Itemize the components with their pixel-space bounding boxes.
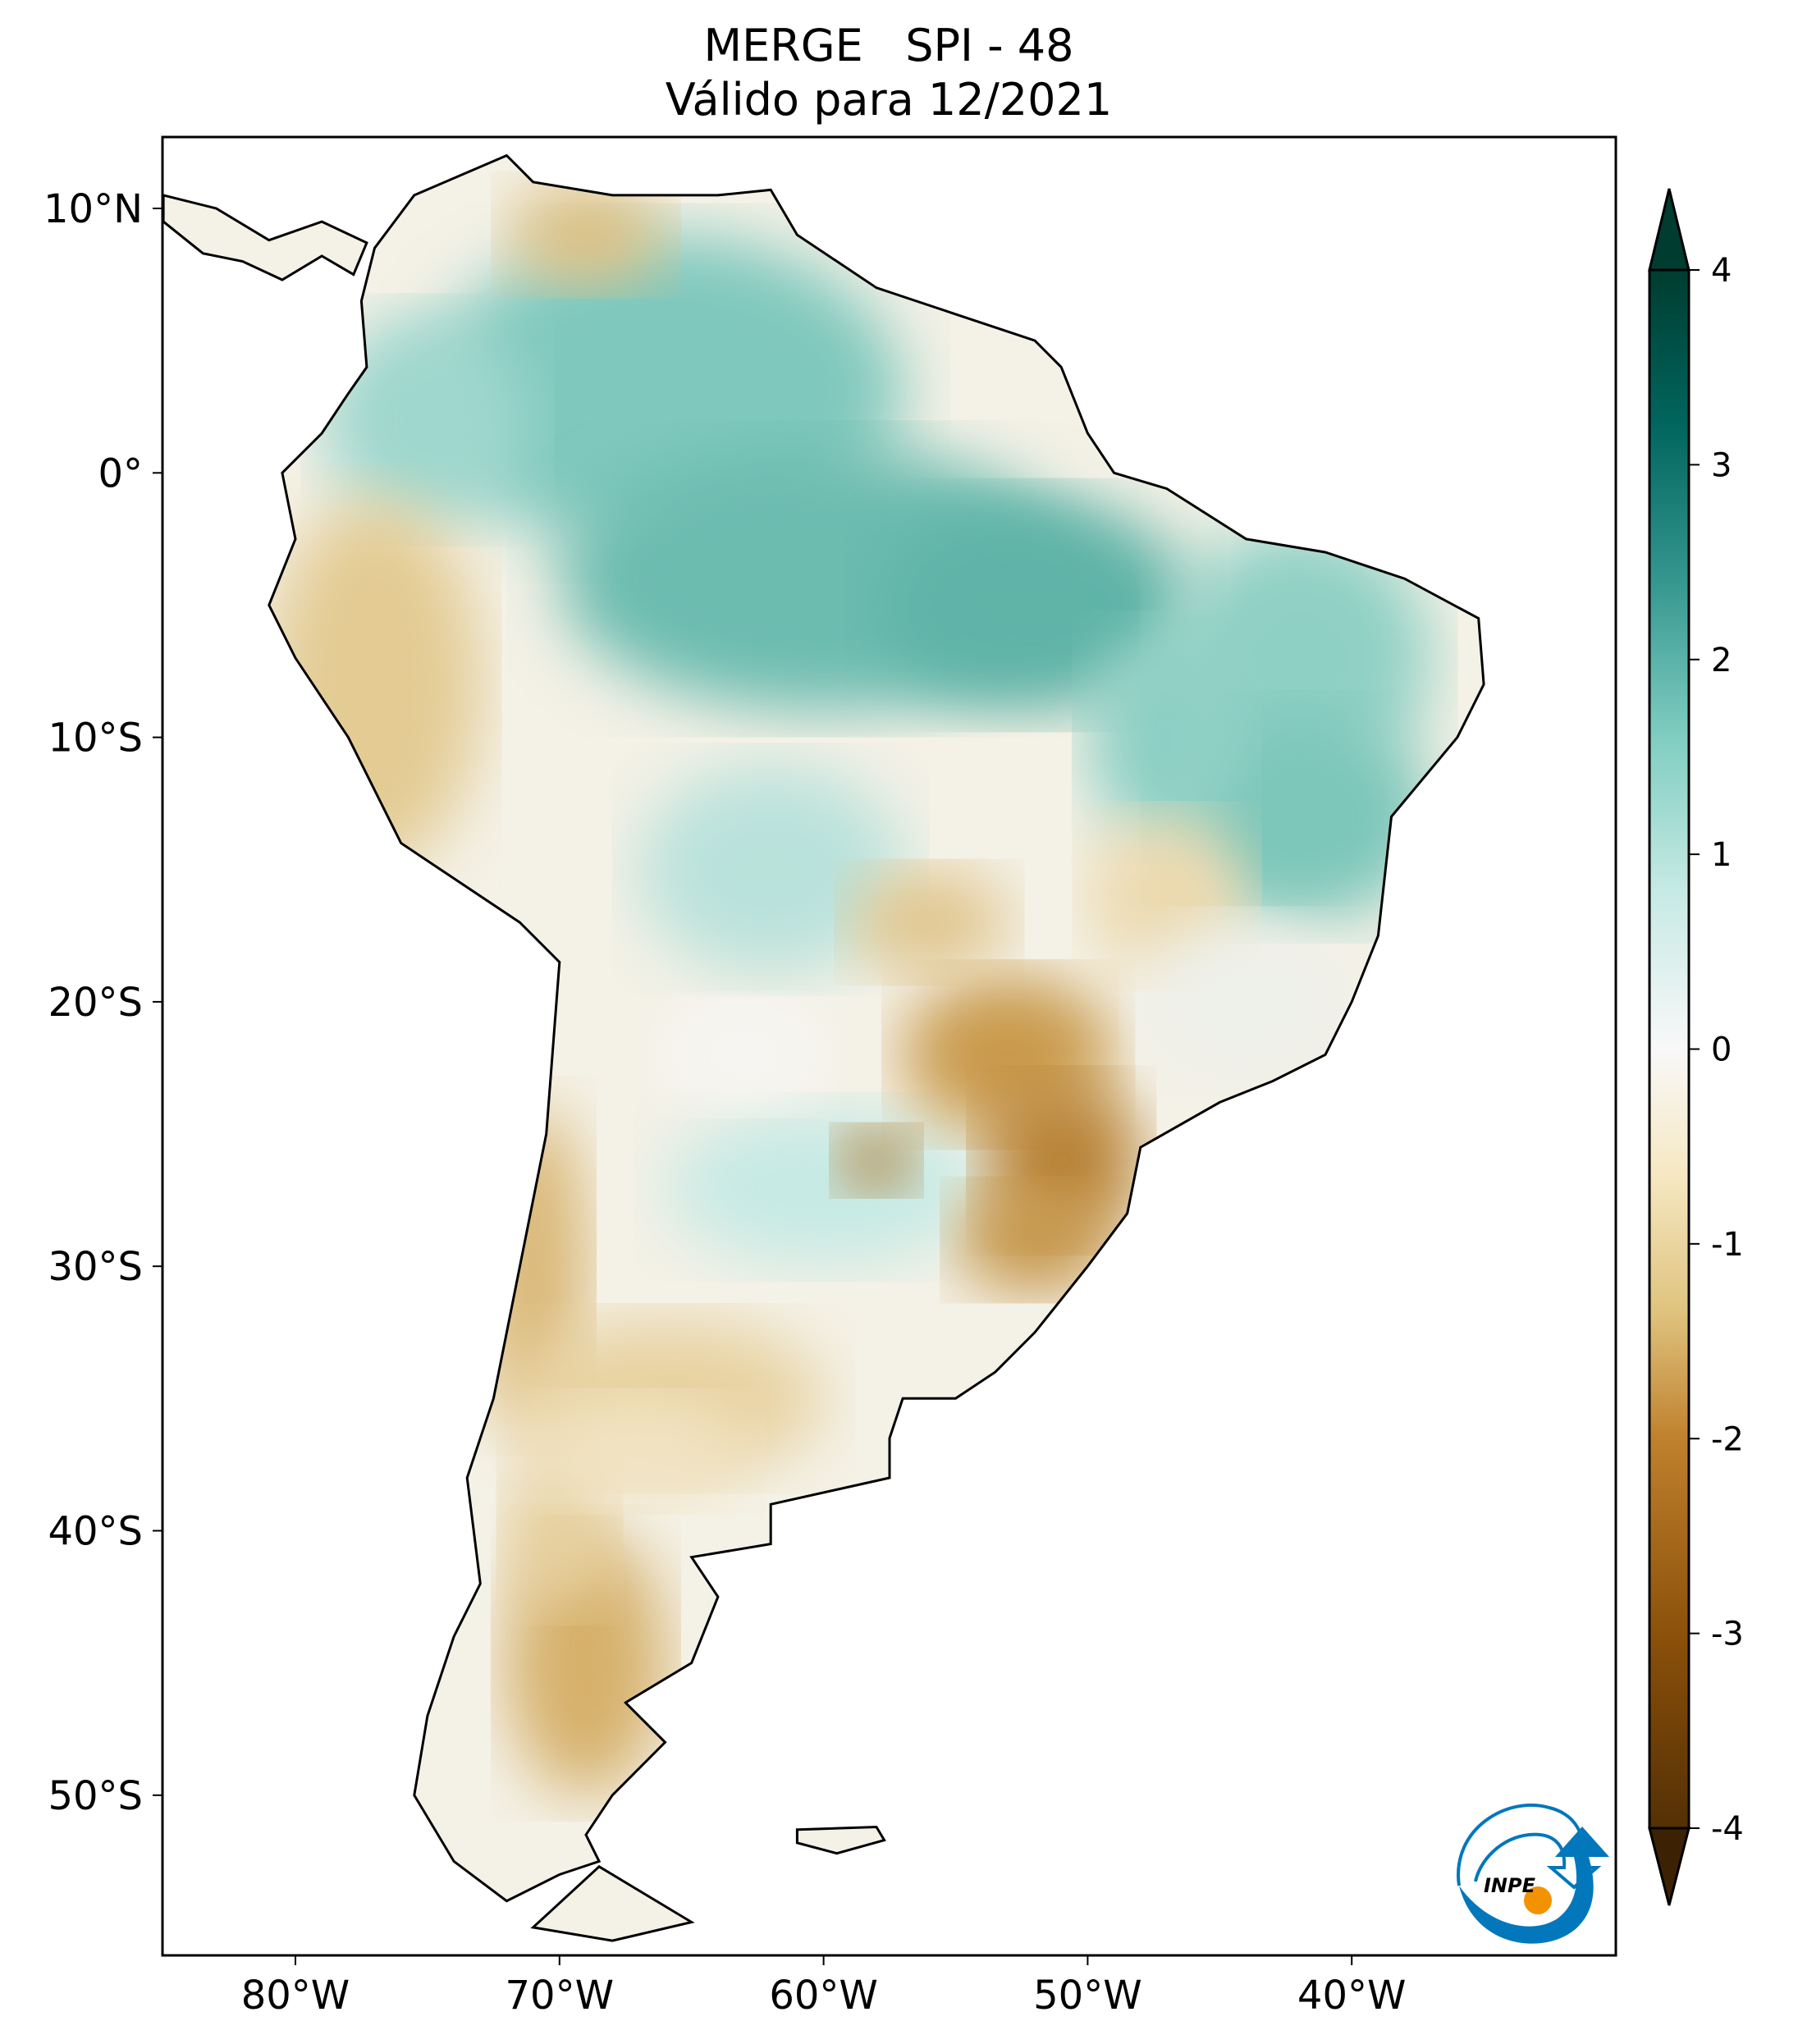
logo-text: INPE: [1484, 1874, 1536, 1897]
spi-anomaly-region: [506, 181, 666, 288]
colorbar-tick-label: -3: [1711, 1616, 1744, 1653]
longitude-axis: 80°W 70°W 60°W 50°W 40°W: [241, 1955, 1407, 2019]
lon-tick-label: 40°W: [1297, 1973, 1407, 2019]
spi-anomaly-region: [836, 1128, 917, 1192]
spi-anomaly-region: [665, 1001, 824, 1108]
lon-tick-label: 70°W: [506, 1973, 615, 2019]
colorbar-tick-label: 1: [1711, 836, 1732, 874]
colorbar: 4 3 2 1 0 -1 -2 -3 -4: [1648, 188, 1744, 1906]
lat-tick-label: 10°S: [48, 716, 143, 761]
lon-tick-label: 50°W: [1033, 1973, 1142, 2019]
colorbar-extend-min: [1648, 1827, 1690, 1906]
lon-tick-label: 80°W: [241, 1973, 350, 2019]
spi-anomaly-region: [533, 1398, 745, 1505]
spi-anomaly-region: [955, 1187, 1114, 1293]
spi-anomaly-region: [638, 763, 904, 976]
lat-tick-label: 10°N: [43, 186, 143, 232]
colorbar-tick-label: -4: [1711, 1810, 1744, 1848]
coastline: [162, 153, 1485, 1942]
title-line-1: MERGE SPI - 48: [704, 20, 1074, 71]
spi-anomaly-region: [665, 1107, 982, 1267]
logo-orange-dot: [1524, 1886, 1552, 1914]
title-line-2: Válido para 12/2021: [666, 74, 1112, 126]
logo-swirl-arrow: [1459, 1827, 1609, 1944]
colorbar-gradient: [1648, 268, 1690, 1830]
colorbar-extend-max: [1648, 188, 1690, 272]
spi-anomaly-region: [849, 869, 1009, 976]
lat-tick-label: 0°: [98, 450, 143, 496]
lat-tick-label: 30°S: [48, 1244, 143, 1290]
spi-anomaly-region: [1140, 922, 1352, 1081]
colorbar-tick-label: 3: [1711, 446, 1732, 484]
lat-tick-label: 40°S: [48, 1509, 143, 1555]
spi-anomaly-region: [1087, 631, 1247, 844]
colorbar-tick-label: -1: [1711, 1226, 1744, 1264]
colorbar-tick-label: 4: [1711, 252, 1732, 290]
colorbar-tick-label: -2: [1711, 1420, 1744, 1458]
map-frame: [161, 135, 1617, 1957]
spi-anomaly-region: [876, 499, 1194, 711]
coastline-path: [162, 153, 1485, 1942]
spi-anomaly-region: [322, 314, 533, 526]
lon-tick-label: 60°W: [769, 1973, 878, 2019]
map-area: [161, 135, 1617, 1957]
lat-tick-label: 20°S: [48, 980, 143, 1026]
colorbar-tick-label: 0: [1711, 1031, 1732, 1069]
latitude-axis: 10°N 0° 10°S 20°S 30°S 40°S 50°S: [43, 186, 162, 1819]
colorbar-tick-label: 2: [1711, 642, 1732, 679]
lat-tick-label: 50°S: [48, 1773, 143, 1819]
inpe-logo: INPE: [1457, 1803, 1609, 1944]
